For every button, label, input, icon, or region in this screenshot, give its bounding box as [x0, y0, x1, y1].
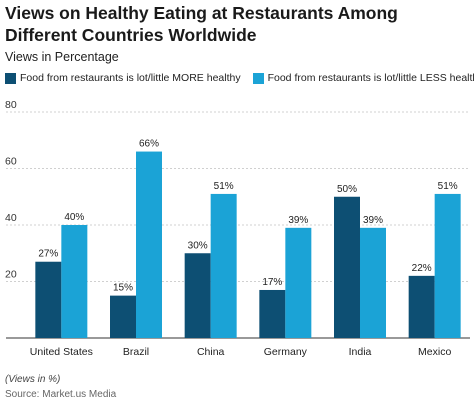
- y-tick-label-80: 80: [5, 99, 17, 111]
- chart-subtitle: Views in Percentage: [5, 50, 119, 64]
- data-label: 51%: [438, 181, 458, 192]
- bar-brazil-more: [110, 295, 136, 338]
- x-tick-label: India: [349, 346, 372, 358]
- bar-mexico-more: [408, 275, 435, 338]
- data-label: 50%: [337, 184, 357, 195]
- legend-item-more: Food from restaurants is lot/little MORE…: [5, 72, 241, 84]
- y-tick-label-60: 60: [5, 156, 17, 168]
- data-label: 51%: [214, 181, 234, 192]
- x-tick-label: Germany: [264, 346, 308, 358]
- bar-india-more: [334, 196, 360, 338]
- legend-item-less: Food from restaurants is lot/little LESS…: [252, 72, 474, 84]
- legend-swatch-more: [5, 72, 16, 84]
- legend-label-more: Food from restaurants is lot/little MORE…: [20, 72, 241, 84]
- bar-chart: 20 40 60 80 27% 40% United States 15% 66% Brazil 3…: [5, 99, 470, 358]
- x-tick-label: Brazil: [123, 346, 149, 358]
- bar-mexico-less: [434, 193, 461, 338]
- x-tick-label: United States: [30, 346, 93, 358]
- data-label: 39%: [288, 215, 308, 226]
- data-label: 15%: [113, 283, 133, 294]
- bar-united-states-less: [61, 225, 88, 338]
- footnote: (Views in %): [5, 374, 61, 385]
- bar-germany-more: [259, 289, 286, 338]
- data-label: 22%: [412, 263, 432, 274]
- bar-united-states-more: [35, 261, 62, 338]
- bar-germany-less: [285, 227, 312, 338]
- data-label: 17%: [262, 277, 282, 288]
- data-label: 66%: [139, 139, 159, 150]
- x-tick-label: China: [197, 346, 225, 358]
- bar-china-less: [210, 193, 237, 338]
- source-text: Source: Market.us Media: [5, 389, 117, 400]
- legend: Food from restaurants is lot/little MORE…: [5, 72, 474, 84]
- legend-label-less: Food from restaurants is lot/little LESS…: [267, 72, 474, 84]
- chart-title: Views on Healthy Eating at Restaurants A…: [5, 3, 398, 45]
- bar-china-more: [184, 253, 211, 338]
- y-tick-label-20: 20: [5, 269, 17, 281]
- x-tick-label: Mexico: [418, 346, 451, 358]
- data-label: 39%: [363, 215, 383, 226]
- bar-brazil-less: [136, 151, 162, 338]
- data-label: 30%: [188, 240, 208, 251]
- data-label: 27%: [38, 249, 58, 260]
- data-label: 40%: [64, 212, 84, 223]
- y-tick-label-40: 40: [5, 212, 17, 224]
- bar-india-less: [360, 227, 386, 338]
- legend-swatch-less: [252, 72, 264, 84]
